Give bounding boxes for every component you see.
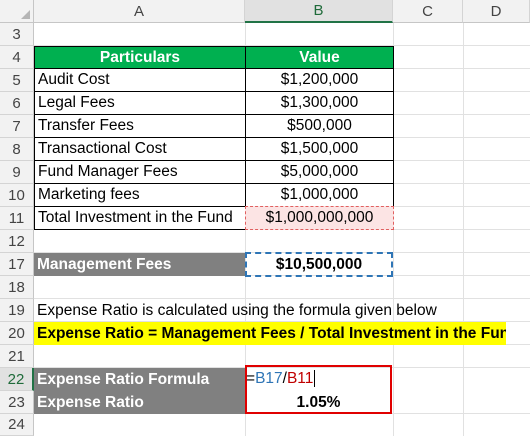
gridline	[393, 137, 530, 138]
column-header-b[interactable]: B	[245, 0, 393, 23]
row-header[interactable]: 17	[0, 253, 34, 276]
row-header[interactable]: 6	[0, 92, 34, 115]
expense-ratio-label[interactable]: Expense Ratio	[34, 391, 245, 414]
formula-divide: /	[282, 369, 287, 387]
table-row-label[interactable]: Legal Fees	[34, 91, 246, 115]
row-header[interactable]: 9	[0, 161, 34, 184]
expense-ratio-formula-cell[interactable]: = B17/B11	[245, 366, 392, 391]
text-cursor	[314, 370, 316, 387]
row-header[interactable]: 18	[0, 276, 34, 299]
gridline	[393, 183, 530, 184]
formula-equals: =	[246, 369, 256, 387]
gridline	[34, 367, 530, 368]
table-row-label[interactable]: Audit Cost	[34, 68, 246, 92]
expense-ratio-formula-text[interactable]: Expense Ratio = Management Fees / Total …	[34, 322, 506, 345]
expense-ratio-value[interactable]: 1.05%	[296, 393, 341, 411]
table-row-value[interactable]: $5,000,000	[245, 160, 394, 184]
gridline	[393, 114, 530, 115]
row-header[interactable]: 23	[0, 391, 34, 414]
table-header-value[interactable]: Value	[245, 46, 394, 69]
table-row-value[interactable]: $1,200,000	[245, 68, 394, 92]
row-header[interactable]: 11	[0, 207, 34, 230]
row-header[interactable]: 8	[0, 138, 34, 161]
gridline	[34, 321, 530, 322]
table-row-value[interactable]: $500,000	[245, 114, 394, 138]
gridline	[393, 229, 530, 230]
row-header[interactable]: 3	[0, 23, 34, 46]
table-row-value[interactable]: $1,300,000	[245, 91, 394, 115]
column-header-d[interactable]: D	[463, 0, 530, 23]
management-fees-label[interactable]: Management Fees	[34, 253, 245, 276]
table-row-label[interactable]: Transactional Cost	[34, 137, 246, 161]
column-header-c[interactable]: C	[393, 0, 463, 23]
gridline	[393, 68, 530, 69]
row-header[interactable]: 5	[0, 69, 34, 92]
row-header[interactable]: 4	[0, 46, 34, 69]
management-fees-value[interactable]: $10,500,000	[245, 252, 393, 277]
row-header[interactable]: 20	[0, 322, 34, 345]
select-all-corner[interactable]	[0, 0, 34, 23]
row-header[interactable]: 12	[0, 230, 34, 253]
row-header[interactable]: 10	[0, 184, 34, 207]
row-header[interactable]: 7	[0, 115, 34, 138]
gridline	[393, 206, 530, 207]
gridline	[393, 91, 530, 92]
formula-ref-b11: B11	[286, 369, 314, 387]
gridline	[34, 298, 530, 299]
table-row-label-total[interactable]: Total Investment in the Fund	[34, 206, 246, 230]
gridline	[393, 160, 530, 161]
expense-ratio-note[interactable]: Expense Ratio is calculated using the fo…	[37, 301, 437, 319]
table-row-value[interactable]: $1,000,000	[245, 183, 394, 207]
expense-ratio-formula-label[interactable]: Expense Ratio Formula	[34, 368, 245, 391]
column-header-a[interactable]: A	[34, 0, 245, 23]
row-header-selected[interactable]: 22	[0, 368, 34, 391]
table-header-particulars[interactable]: Particulars	[34, 46, 246, 69]
row-header[interactable]: 24	[0, 414, 34, 436]
table-row-value[interactable]: $1,500,000	[245, 137, 394, 161]
table-row-label[interactable]: Fund Manager Fees	[34, 160, 246, 184]
table-row-value-total[interactable]: $1,000,000,000	[245, 206, 394, 230]
table-row-label[interactable]: Marketing fees	[34, 183, 246, 207]
table-row-label[interactable]: Transfer Fees	[34, 114, 246, 138]
row-header[interactable]: 21	[0, 345, 34, 368]
row-header[interactable]: 19	[0, 299, 34, 322]
formula-ref-b17: B17	[255, 369, 283, 387]
gridline	[34, 45, 530, 46]
